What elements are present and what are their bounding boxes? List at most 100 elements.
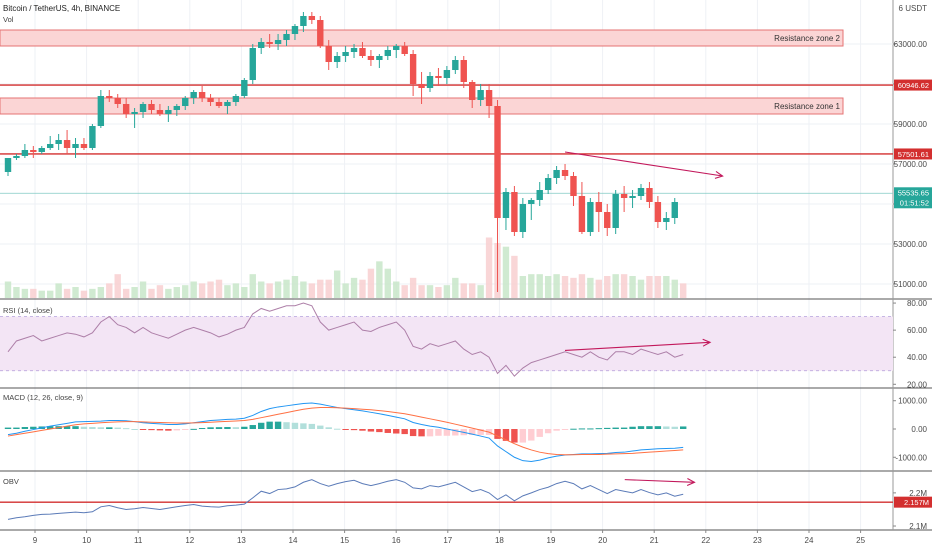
- volume-bar: [680, 283, 687, 298]
- macd-histogram-bar: [393, 429, 400, 434]
- candle-body: [536, 190, 543, 200]
- macd-histogram-bar: [536, 429, 543, 437]
- arrow-head: [702, 338, 712, 347]
- candlestick: [106, 90, 113, 102]
- candle-body: [72, 144, 79, 148]
- rsi-tick-label: 20.00: [907, 380, 928, 389]
- macd-signal-line: [7, 407, 684, 456]
- macd-histogram-bar: [106, 427, 113, 429]
- candlestick: [460, 56, 467, 88]
- volume-bar: [604, 276, 611, 298]
- time-axis[interactable]: 9 10 11 12 13 14 15 16 17 18 19 20 21 22 23 24 25: [33, 530, 866, 545]
- price-pane[interactable]: Resistance zone 2 Resistance zone 1: [0, 12, 893, 298]
- obv-level-tag-bg: [894, 496, 932, 508]
- volume-bar: [291, 276, 299, 298]
- candle-body: [325, 46, 332, 62]
- candle-body: [173, 106, 180, 110]
- candlestick: [511, 186, 518, 236]
- volume-bar: [376, 261, 383, 298]
- arrow-shaft: [565, 341, 711, 351]
- volume-bar: [367, 268, 375, 298]
- rsi-trend-arrow[interactable]: [565, 338, 712, 351]
- volume-bar: [308, 283, 316, 298]
- volume-bar: [620, 274, 628, 298]
- volume-bar: [587, 277, 594, 298]
- trend-arrow[interactable]: [564, 151, 724, 179]
- volume-bar: [63, 288, 71, 298]
- candlestick: [612, 190, 619, 234]
- candlestick: [182, 96, 189, 110]
- price-tick-label: 57000.00: [894, 160, 928, 169]
- candle-body: [401, 46, 408, 54]
- price-trend-arrow[interactable]: [564, 151, 724, 179]
- candle-body: [4, 158, 12, 172]
- volume-bar: [384, 268, 391, 298]
- level-price-tag-bg: [894, 148, 932, 160]
- macd-histogram-bar: [443, 429, 451, 436]
- macd-histogram-bar: [477, 429, 484, 435]
- candle-body: [595, 202, 602, 212]
- volume-bar: [38, 290, 45, 298]
- macd-histogram-bar: [139, 429, 147, 430]
- macd-histogram-bar: [418, 429, 425, 437]
- candlestick: [21, 144, 29, 158]
- macd-title: MACD (12, 26, close, 9): [3, 393, 84, 402]
- volume-bar: [612, 274, 619, 298]
- candle-body: [106, 96, 113, 98]
- volume-bar: [393, 281, 400, 298]
- candlestick: [376, 54, 383, 68]
- macd-histogram-bar: [300, 423, 307, 429]
- macd-histogram-bar: [274, 421, 282, 429]
- volume-bar: [646, 276, 653, 298]
- candlestick: [308, 12, 316, 24]
- candlestick: [494, 100, 501, 292]
- macd-histogram-bar: [519, 429, 527, 443]
- macd-histogram-bar: [469, 429, 476, 435]
- macd-histogram-bar: [131, 429, 138, 430]
- candlestick: [409, 50, 417, 96]
- time-tick-label: 18: [495, 536, 504, 545]
- time-tick-label: 23: [753, 536, 762, 545]
- candlestick: [620, 186, 628, 212]
- candlestick: [55, 134, 62, 150]
- candlestick: [536, 182, 543, 206]
- rsi-pane[interactable]: [0, 302, 893, 377]
- macd-tick-label: 0.00: [911, 425, 927, 434]
- horizontal-levels[interactable]: [0, 84, 893, 194]
- price-tick-label: 63000.00: [894, 40, 928, 49]
- candlestick: [249, 44, 256, 84]
- obv-pane[interactable]: [0, 478, 893, 520]
- candle-body: [544, 178, 552, 190]
- volume-bar: [333, 270, 341, 298]
- volume-bar: [190, 281, 197, 298]
- candlesticks: [4, 12, 678, 292]
- candle-body: [198, 92, 206, 98]
- macd-histogram-bar: [401, 429, 408, 435]
- volume-bar: [519, 276, 527, 298]
- macd-histogram-bar: [224, 427, 231, 429]
- candle-body: [30, 150, 37, 152]
- macd-histogram-bar: [165, 429, 172, 431]
- candlestick: [519, 198, 527, 238]
- obv-line: [7, 479, 684, 520]
- candlestick: [283, 30, 290, 46]
- volume-bar: [663, 276, 670, 298]
- macd-histogram-bar: [350, 429, 358, 431]
- obv-trend-arrow[interactable]: [624, 478, 696, 486]
- macd-histogram-bar: [308, 423, 316, 429]
- candlestick: [401, 42, 408, 56]
- time-tick-label: 24: [805, 536, 814, 545]
- arrow-shaft: [624, 479, 695, 483]
- macd-histogram-bar: [215, 427, 223, 429]
- macd-pane[interactable]: [4, 402, 687, 463]
- rsi-line: [7, 302, 684, 377]
- arrow-head: [686, 478, 696, 486]
- volume-bar: [460, 283, 467, 298]
- candle-body: [55, 140, 62, 144]
- macd-histogram-bar: [258, 422, 265, 429]
- volume-bar: [359, 279, 366, 298]
- macd-tick-label: -1000.00: [895, 453, 927, 462]
- candle-body: [283, 34, 290, 40]
